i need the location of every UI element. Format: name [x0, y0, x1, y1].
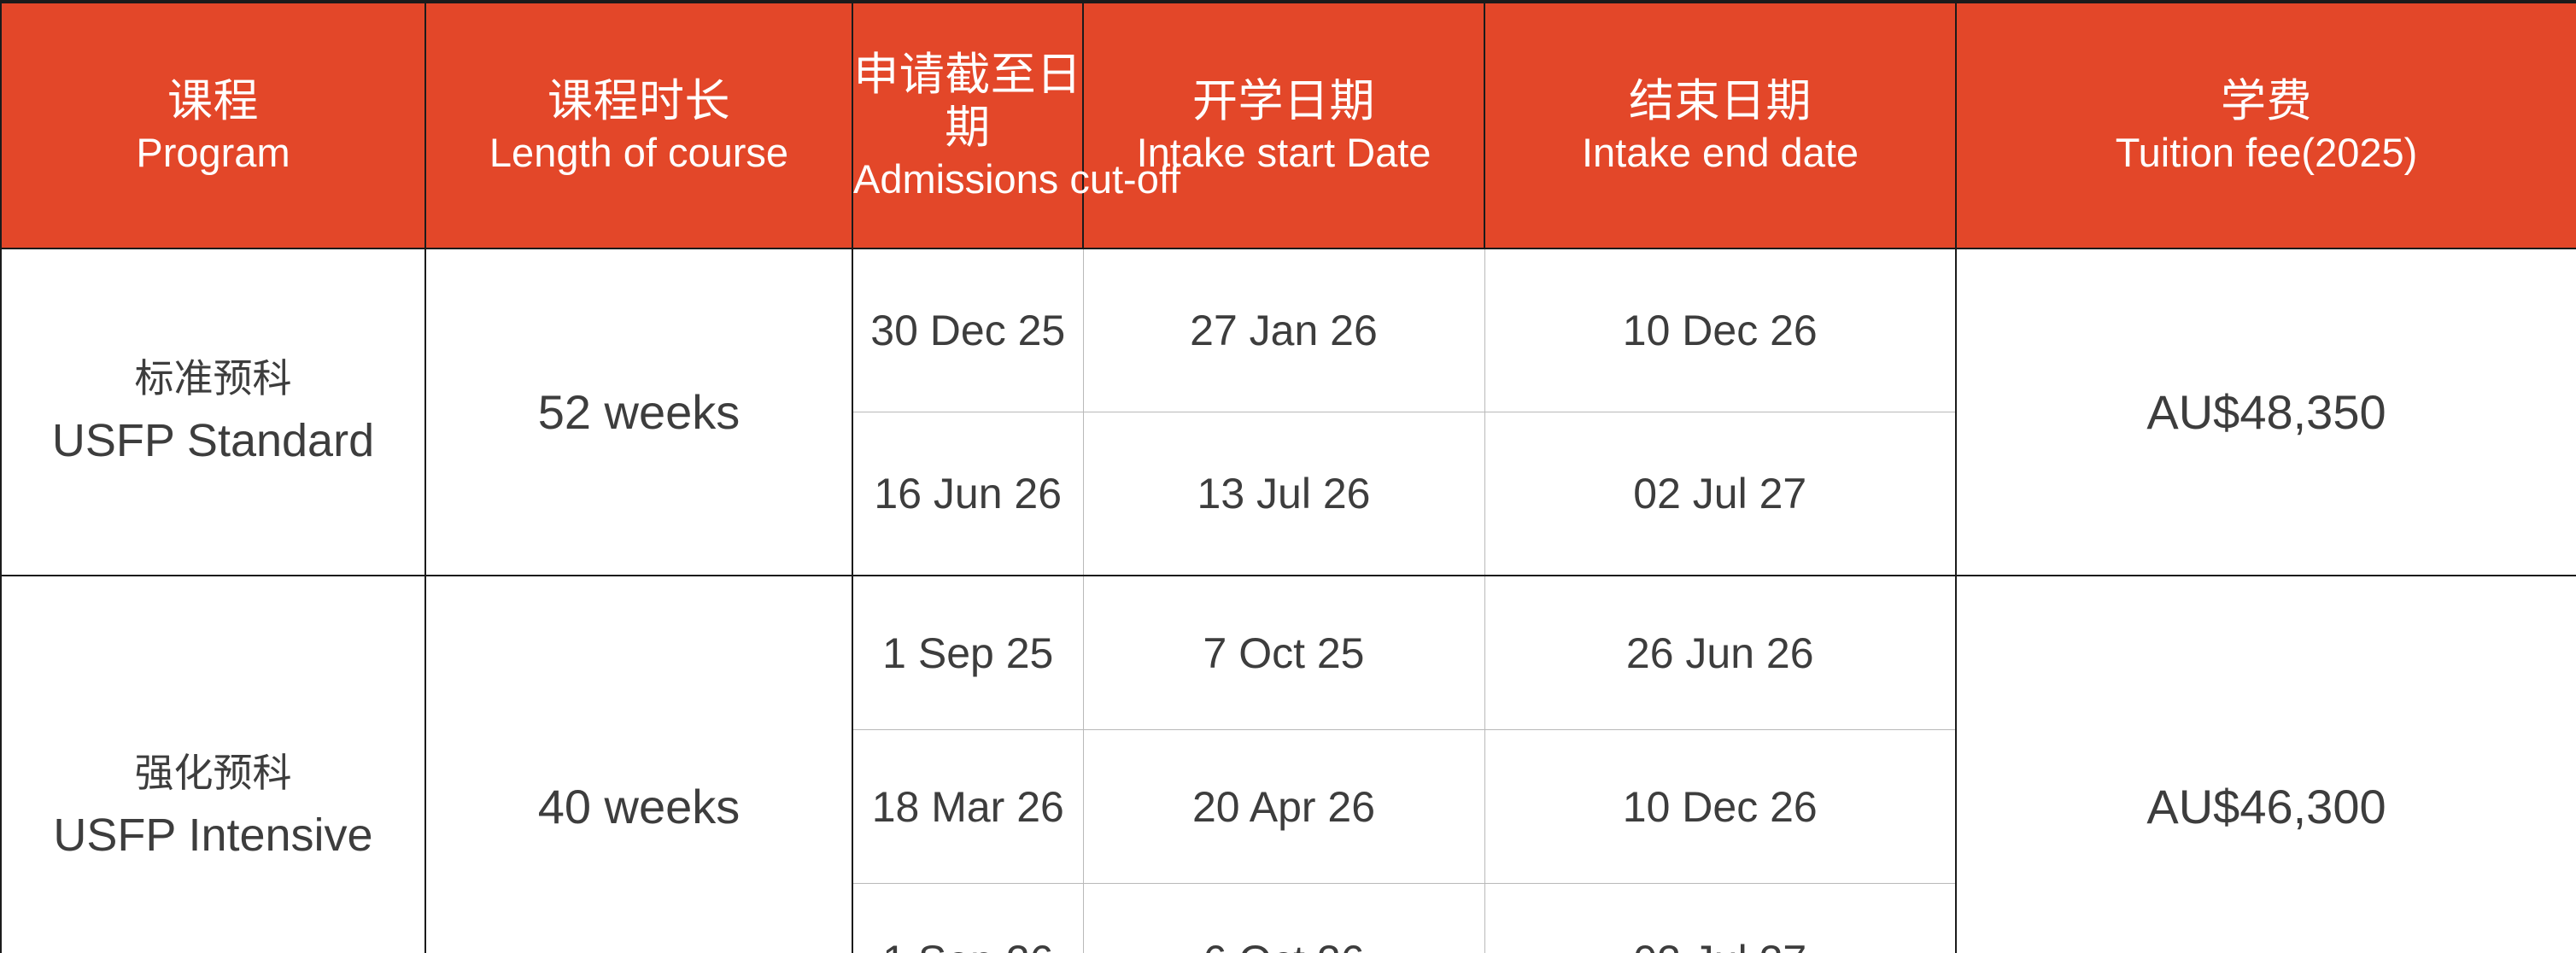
column-header-end-en: Intake end date [1581, 129, 1859, 175]
length-cell-intensive: 40 weeks [424, 575, 853, 953]
column-header-start: 开学日期 Intake start Date [1082, 0, 1485, 249]
cutoff-cell: 1 Sep 25 [852, 575, 1084, 730]
column-header-program: 课程 Program [0, 0, 426, 249]
end-cell: 26 Jun 26 [1484, 575, 1957, 730]
table-row: 标准预科 USFP Standard 52 weeks 30 Dec 25 27… [0, 248, 2576, 576]
program-name-zh: 标准预科 [134, 356, 292, 400]
header-row: 课程 Program 课程时长 Length of course 申请截至日期 … [0, 0, 2576, 249]
table-header: 课程 Program 课程时长 Length of course 申请截至日期 … [0, 0, 2576, 249]
table-row: 18 Mar 26 20 Apr 26 10 Dec 26 [1, 729, 2576, 884]
column-header-fee-en: Tuition fee(2025) [2115, 129, 2418, 175]
program-name-zh: 强化预科 [134, 751, 292, 795]
fee-cell-standard: AU$48,350 [1955, 248, 2576, 576]
table-row: 强化预科 USFP Intensive 40 weeks 1 Sep 25 7 … [0, 575, 2576, 953]
column-header-end-zh: 结束日期 [1629, 76, 1812, 126]
column-header-program-en: Program [136, 129, 290, 175]
end-cell: 02 Jul 27 [1484, 412, 1957, 576]
start-cell: 7 Oct 25 [1082, 575, 1485, 730]
program-name-en: USFP Standard [51, 414, 375, 466]
start-cell: 27 Jan 26 [1082, 248, 1485, 412]
cutoff-cell: 1 Sep 26 [852, 883, 1084, 953]
start-cell: 6 Oct 26 [1082, 883, 1485, 953]
column-header-start-zh: 开学日期 [1192, 76, 1375, 126]
column-header-cutoff-zh: 申请截至日期 [853, 49, 1082, 154]
table-body: 标准预科 USFP Standard 52 weeks 30 Dec 25 27… [0, 248, 2576, 953]
length-cell-standard: 52 weeks [424, 248, 853, 576]
end-cell: 10 Dec 26 [1484, 729, 1957, 884]
end-cell: 02 Jul 27 [1484, 883, 1957, 953]
column-header-end: 结束日期 Intake end date [1484, 0, 1957, 249]
column-header-start-en: Intake start Date [1136, 129, 1431, 175]
start-cell: 13 Jul 26 [1082, 412, 1485, 576]
column-header-fee-zh: 学费 [2221, 76, 2312, 126]
column-header-length-zh: 课程时长 [547, 76, 730, 126]
fee-cell-intensive: AU$46,300 [1955, 575, 2576, 953]
column-header-program-zh: 课程 [167, 76, 259, 126]
cutoff-cell: 16 Jun 26 [852, 412, 1084, 576]
start-cell: 20 Apr 26 [1082, 729, 1485, 884]
cutoff-cell: 30 Dec 25 [852, 248, 1084, 412]
program-cell-intensive: 强化预科 USFP Intensive [0, 575, 426, 953]
column-header-fee: 学费 Tuition fee(2025) [1955, 0, 2576, 249]
cutoff-cell: 18 Mar 26 [852, 729, 1084, 884]
column-header-length: 课程时长 Length of course [424, 0, 853, 249]
end-cell: 10 Dec 26 [1484, 248, 1957, 412]
table-row: 16 Jun 26 13 Jul 26 02 Jul 27 [1, 412, 2576, 576]
table-row: 1 Sep 26 6 Oct 26 02 Jul 27 [1, 883, 2576, 953]
column-header-cutoff: 申请截至日期 Admissions cut-off [852, 0, 1181, 249]
program-cell-standard: 标准预科 USFP Standard [0, 248, 426, 576]
program-name-en: USFP Intensive [53, 809, 373, 861]
column-header-cutoff-en: Admissions cut-off [853, 155, 1181, 202]
column-header-length-en: Length of course [489, 129, 789, 175]
